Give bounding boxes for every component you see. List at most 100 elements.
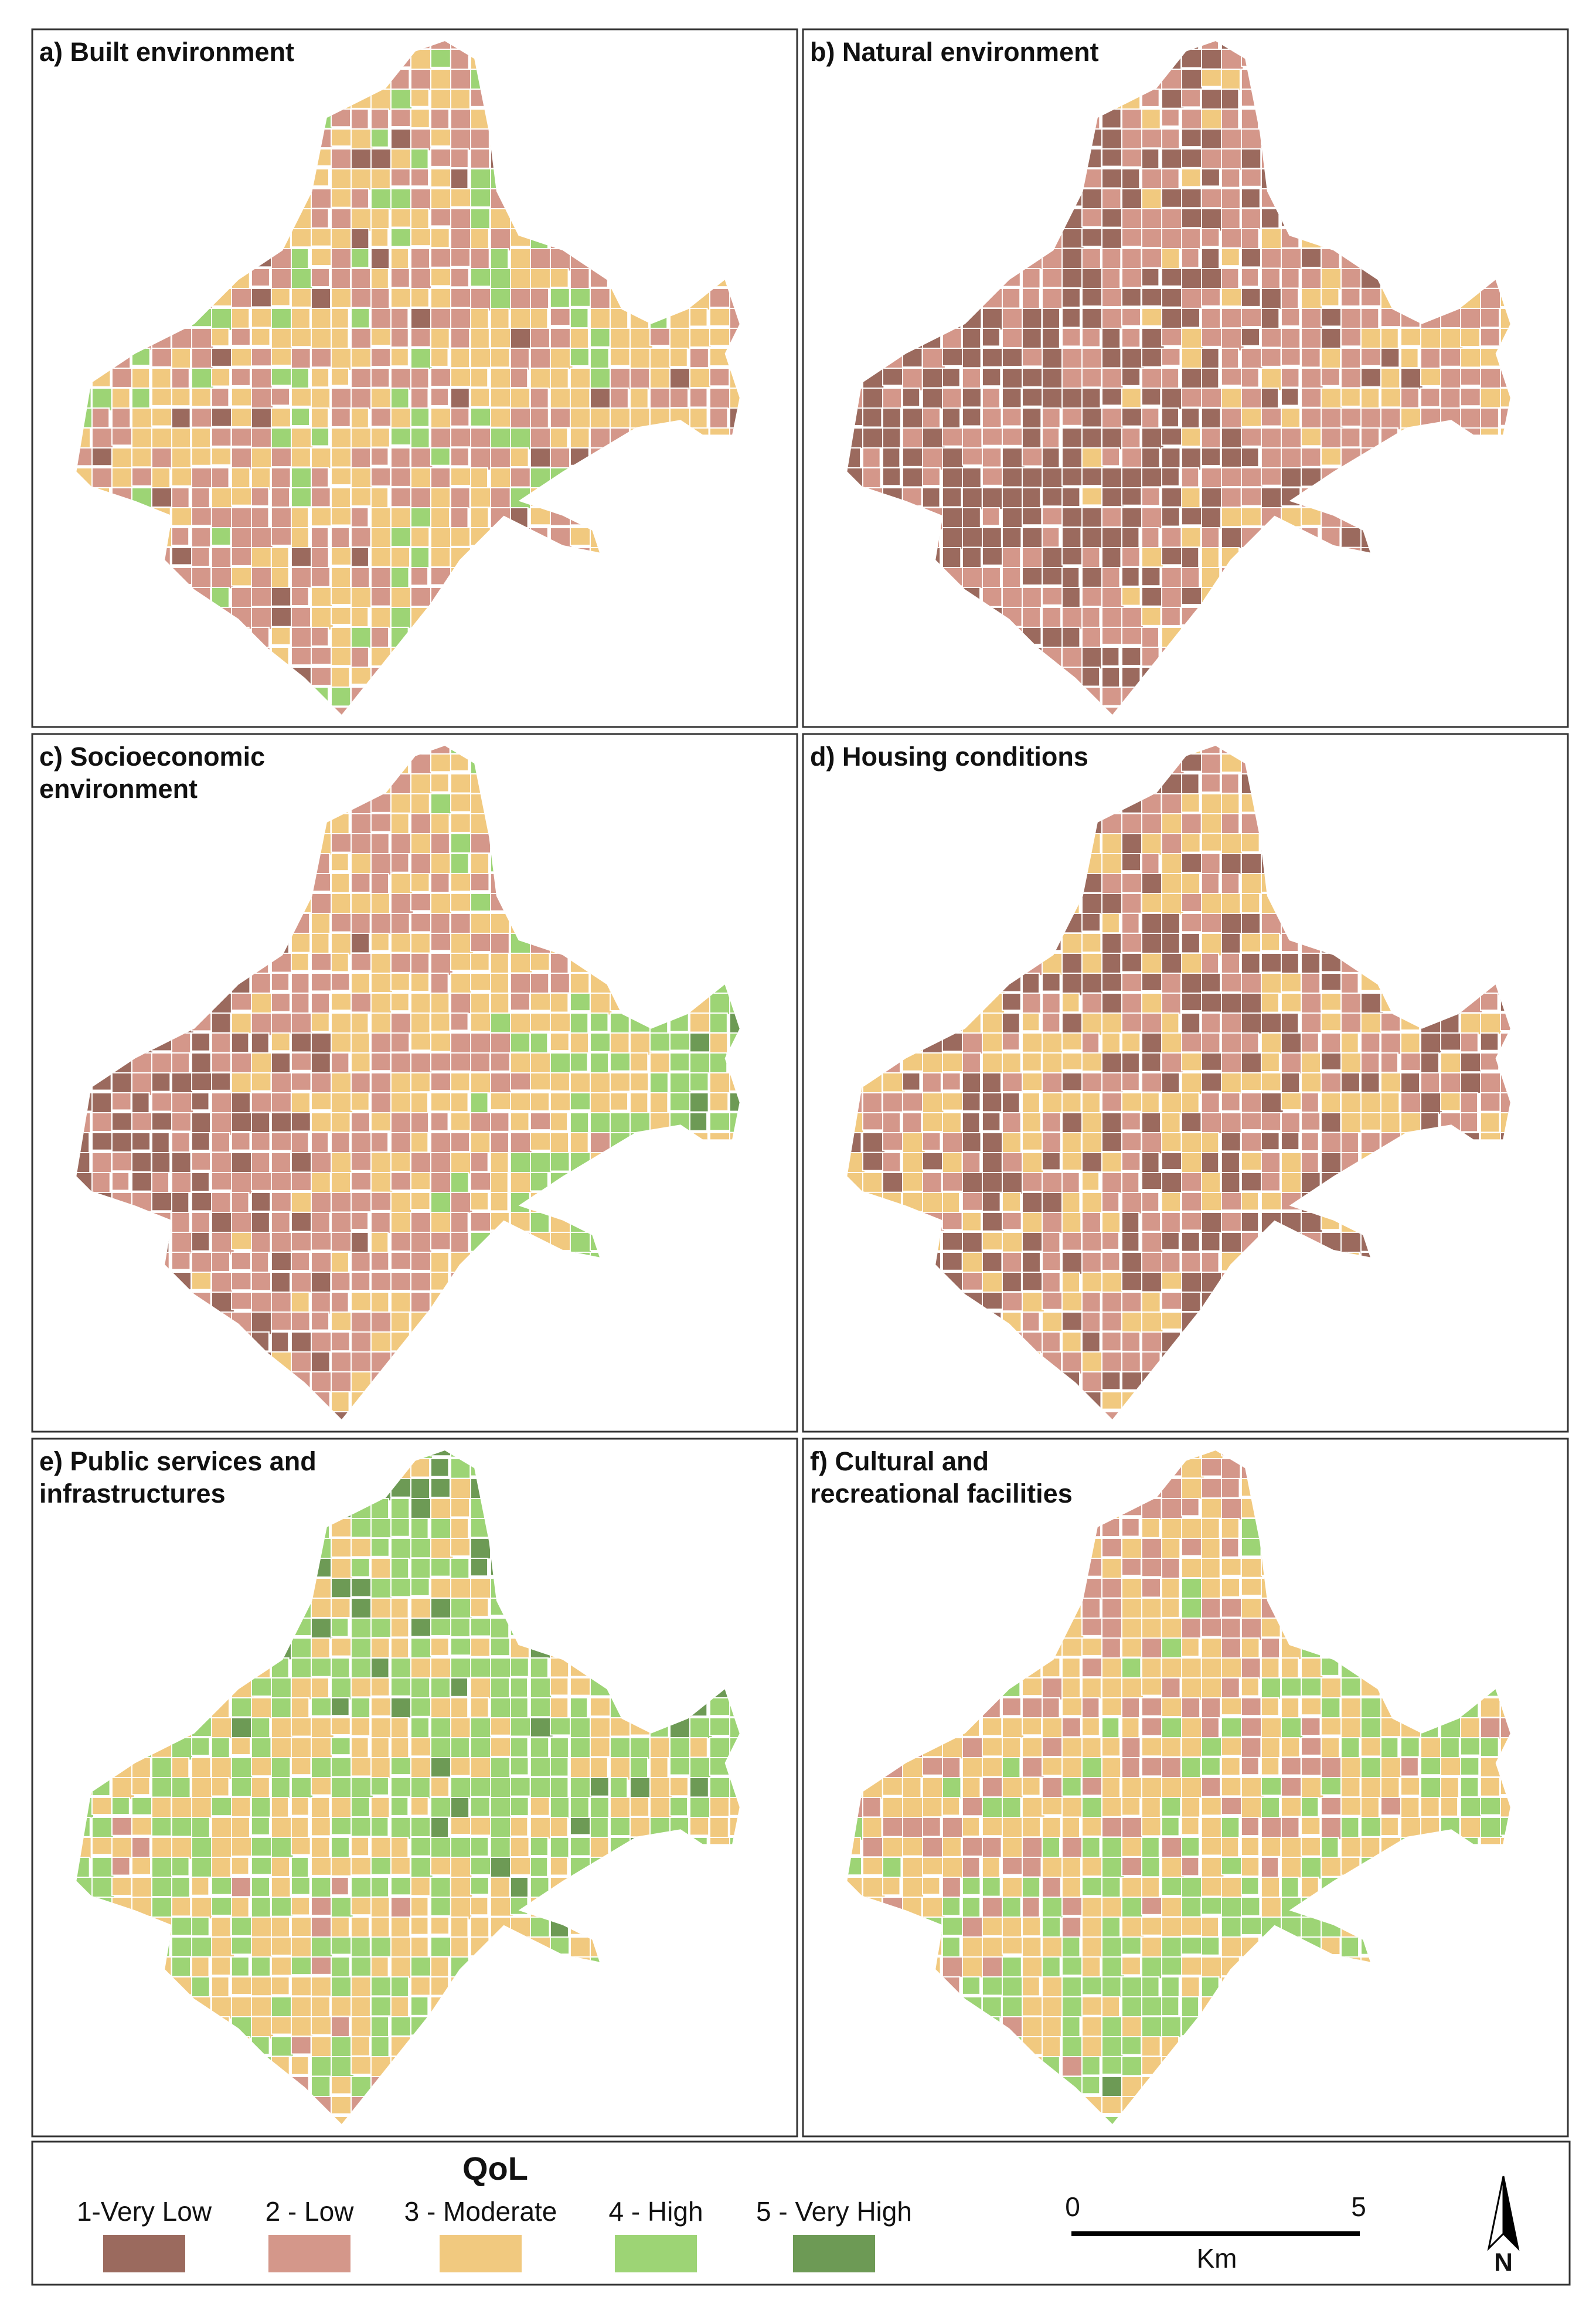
map-unit bbox=[311, 188, 332, 209]
map-unit bbox=[450, 1172, 469, 1193]
map-unit bbox=[1101, 687, 1122, 706]
map-unit bbox=[1161, 1072, 1180, 1096]
map-unit bbox=[610, 1032, 630, 1056]
map-unit bbox=[1440, 1092, 1461, 1112]
map-unit bbox=[410, 1112, 429, 1133]
map-unit bbox=[1161, 547, 1185, 566]
map-unit bbox=[982, 328, 1001, 347]
map-unit bbox=[490, 348, 511, 368]
map-unit bbox=[350, 1112, 370, 1133]
map-unit bbox=[1460, 1032, 1479, 1053]
map-unit bbox=[331, 288, 354, 308]
map-unit bbox=[1141, 1032, 1163, 1055]
map-unit bbox=[390, 527, 413, 548]
map-unit bbox=[1061, 1012, 1084, 1035]
map-unit bbox=[1181, 853, 1203, 874]
map-unit bbox=[1061, 647, 1083, 671]
map-unit bbox=[530, 1092, 550, 1112]
map-unit bbox=[331, 487, 351, 511]
map-unit bbox=[410, 1092, 429, 1114]
map-unit bbox=[271, 993, 291, 1012]
map-unit bbox=[1121, 833, 1143, 857]
map-unit bbox=[1480, 388, 1502, 409]
map-unit bbox=[1340, 348, 1362, 371]
map-unit bbox=[311, 1371, 334, 1394]
map-unit bbox=[590, 1092, 612, 1116]
map-unit bbox=[1261, 228, 1285, 252]
map-unit bbox=[1101, 953, 1122, 976]
map-unit bbox=[331, 547, 355, 566]
map-unit bbox=[410, 108, 430, 129]
map-unit bbox=[171, 388, 191, 407]
map-unit bbox=[570, 1112, 590, 1135]
map-unit bbox=[450, 348, 471, 369]
map-unit bbox=[251, 1252, 270, 1275]
map-unit bbox=[331, 833, 352, 853]
map-unit bbox=[390, 953, 413, 973]
map-unit bbox=[350, 873, 371, 893]
map-unit bbox=[311, 1252, 333, 1276]
map-unit bbox=[251, 328, 271, 346]
map-unit bbox=[1161, 148, 1183, 169]
map-unit bbox=[390, 793, 412, 814]
map-unit bbox=[1221, 248, 1240, 267]
map-unit bbox=[1121, 188, 1145, 210]
map-unit bbox=[1301, 1112, 1321, 1131]
map-unit bbox=[430, 148, 452, 167]
map-unit bbox=[470, 248, 490, 272]
map-unit bbox=[1201, 308, 1221, 331]
map-unit bbox=[450, 268, 469, 288]
map-unit bbox=[1101, 1092, 1122, 1112]
map-unit bbox=[1081, 288, 1105, 307]
map-unit bbox=[1480, 288, 1502, 311]
map-unit bbox=[962, 1052, 981, 1074]
map-unit bbox=[530, 1032, 549, 1055]
map-unit bbox=[1002, 427, 1023, 446]
map-unit bbox=[370, 1112, 392, 1132]
map-unit bbox=[1221, 1012, 1243, 1035]
map-unit bbox=[211, 308, 234, 331]
map-unit bbox=[450, 208, 472, 231]
map-unit bbox=[1141, 288, 1163, 307]
map-unit bbox=[1201, 773, 1221, 793]
map-unit bbox=[390, 228, 412, 247]
map-unit bbox=[331, 168, 352, 192]
map-unit bbox=[390, 587, 413, 610]
map-unit bbox=[510, 953, 533, 974]
map-unit bbox=[231, 1172, 253, 1195]
map-unit bbox=[311, 487, 331, 508]
map-unit bbox=[669, 368, 693, 392]
map-unit bbox=[550, 993, 569, 1013]
map-unit bbox=[862, 447, 881, 468]
map-unit bbox=[1121, 507, 1144, 528]
map-unit bbox=[942, 487, 962, 508]
map-unit bbox=[882, 388, 902, 412]
map-unit bbox=[922, 1112, 944, 1133]
map-unit bbox=[171, 368, 190, 390]
map-unit bbox=[1221, 188, 1241, 212]
map-unit bbox=[430, 1152, 453, 1175]
map-unit bbox=[570, 308, 589, 329]
map-unit bbox=[1181, 407, 1200, 430]
map-unit bbox=[271, 1092, 292, 1113]
map-unit bbox=[410, 1252, 434, 1271]
map-unit bbox=[410, 188, 433, 211]
map-unit bbox=[311, 368, 330, 388]
map-unit bbox=[1181, 168, 1202, 188]
map-unit bbox=[1141, 228, 1165, 249]
map-unit bbox=[370, 368, 390, 388]
map-unit bbox=[1181, 1112, 1202, 1132]
map-unit bbox=[982, 1112, 1001, 1131]
map-unit bbox=[171, 527, 190, 546]
map-unit bbox=[1181, 1152, 1205, 1174]
map-unit bbox=[709, 1012, 728, 1034]
map-unit bbox=[590, 1052, 610, 1073]
map-unit bbox=[1301, 308, 1323, 331]
map-unit bbox=[510, 328, 533, 351]
map-unit bbox=[1201, 427, 1221, 450]
map-unit bbox=[450, 467, 474, 487]
map-unit bbox=[490, 1132, 510, 1154]
map-unit bbox=[1161, 1052, 1184, 1073]
map-unit bbox=[171, 487, 190, 511]
map-unit bbox=[1121, 388, 1142, 409]
